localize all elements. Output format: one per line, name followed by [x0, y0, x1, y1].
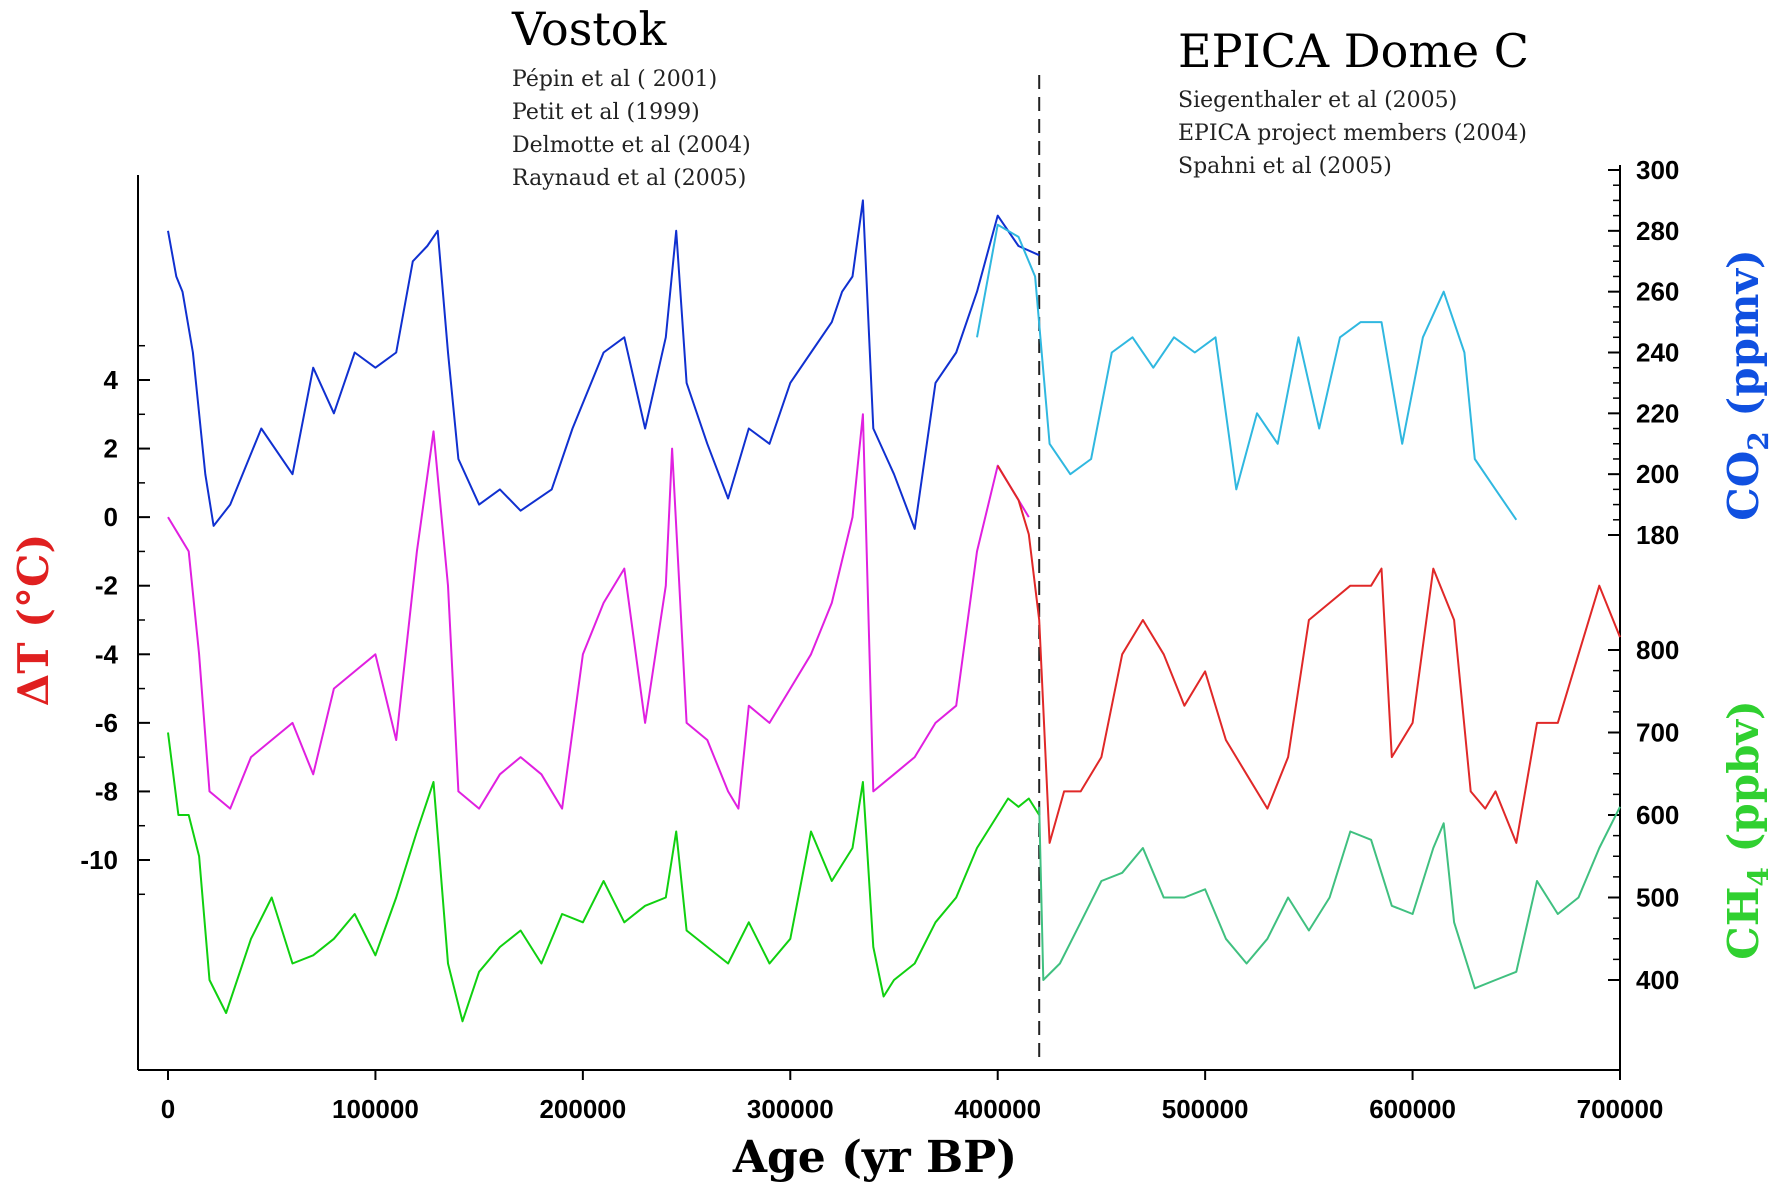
- co2-tick-label: 240: [1636, 338, 1679, 368]
- temp-tick-label: 4: [104, 365, 119, 395]
- epica-ref-1: Siegenthaler et al (2005): [1178, 88, 1457, 113]
- temp-tick-label: -2: [95, 571, 118, 601]
- x-tick-label: 200000: [539, 1094, 626, 1124]
- temp-tick-label: -4: [95, 639, 119, 669]
- x-tick-label: 300000: [747, 1094, 834, 1124]
- series-co2-epica: [976, 223, 1518, 521]
- x-tick-label: 400000: [954, 1094, 1041, 1124]
- ch4-label-sub: 4: [1742, 867, 1775, 886]
- temp-tick-label: 0: [104, 502, 118, 532]
- vostok-label: Vostok: [511, 2, 667, 56]
- co2-axis-ticks: 300 280 260 240 220 200 180: [1608, 155, 1679, 550]
- series-co2-vostok: [167, 199, 1040, 530]
- ch4-tick-label: 800: [1636, 635, 1679, 665]
- series-temp-epica: [996, 465, 1621, 844]
- temp-axis-ticks: 4 2 0 -2 -4 -6 -8 -10: [80, 344, 150, 896]
- epica-label: EPICA Dome C: [1178, 24, 1529, 78]
- co2-tick-label: 200: [1636, 459, 1679, 489]
- x-axis-ticks: 0 100000 200000 300000 400000 500000 600000 700…: [161, 1070, 1664, 1124]
- ch4-tick-label: 700: [1636, 718, 1679, 748]
- x-axis-label: Age (yr BP): [732, 1132, 1017, 1183]
- co2-tick-label: 280: [1636, 216, 1679, 246]
- co2-tick-label: 260: [1636, 277, 1679, 307]
- series-ch4-vostok: [167, 732, 1041, 1023]
- co2-tick-label: 300: [1636, 155, 1679, 185]
- co2-axis-label: CO2 (ppmv): [1719, 249, 1775, 520]
- co2-label-main: CO: [1719, 451, 1768, 521]
- co2-label-sub: 2: [1742, 431, 1775, 450]
- ch4-label-main: CH: [1719, 887, 1768, 960]
- ch4-tick-label: 600: [1636, 800, 1679, 830]
- series-ch4-epica: [1038, 806, 1621, 990]
- epica-ref-3: Spahni et al (2005): [1178, 154, 1392, 179]
- ch4-label-tail: (ppbv): [1719, 700, 1768, 867]
- ch4-axis-ticks: 800 700 600 500 400: [1608, 635, 1679, 995]
- series-temp-vostok: [167, 413, 1030, 810]
- co2-label-tail: (ppmv): [1719, 249, 1768, 431]
- epica-ref-2: EPICA project members (2004): [1178, 121, 1527, 146]
- temp-tick-label: -8: [95, 776, 118, 806]
- co2-tick-label: 220: [1636, 398, 1679, 428]
- vostok-ref-4: Raynaud et al (2005): [512, 166, 746, 191]
- x-tick-label: 700000: [1577, 1094, 1664, 1124]
- x-tick-label: 0: [161, 1094, 175, 1124]
- temp-tick-label: 2: [104, 434, 118, 464]
- vostok-ref-2: Petit et al (1999): [512, 100, 700, 125]
- temp-axis-label: ΔT (°C): [9, 534, 58, 707]
- temp-tick-label: -6: [95, 708, 118, 738]
- vostok-ref-1: Pépin et al ( 2001): [512, 67, 717, 92]
- ch4-axis-label: CH4 (ppbv): [1719, 700, 1775, 959]
- vostok-ref-3: Delmotte et al (2004): [512, 133, 751, 158]
- co2-tick-label: 180: [1636, 520, 1679, 550]
- temp-tick-label: -10: [80, 845, 118, 875]
- x-tick-label: 500000: [1162, 1094, 1249, 1124]
- x-tick-label: 100000: [332, 1094, 419, 1124]
- series-lines: [167, 199, 1621, 1023]
- ch4-tick-label: 400: [1636, 965, 1679, 995]
- ch4-tick-label: 500: [1636, 883, 1679, 913]
- x-tick-label: 600000: [1369, 1094, 1456, 1124]
